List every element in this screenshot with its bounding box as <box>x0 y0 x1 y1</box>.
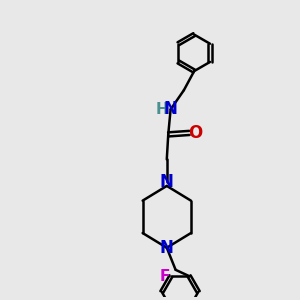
Text: F: F <box>159 268 170 284</box>
Text: O: O <box>188 124 202 142</box>
Text: H: H <box>156 102 169 117</box>
Text: N: N <box>160 239 174 257</box>
Text: N: N <box>160 172 174 190</box>
Text: N: N <box>164 100 178 118</box>
